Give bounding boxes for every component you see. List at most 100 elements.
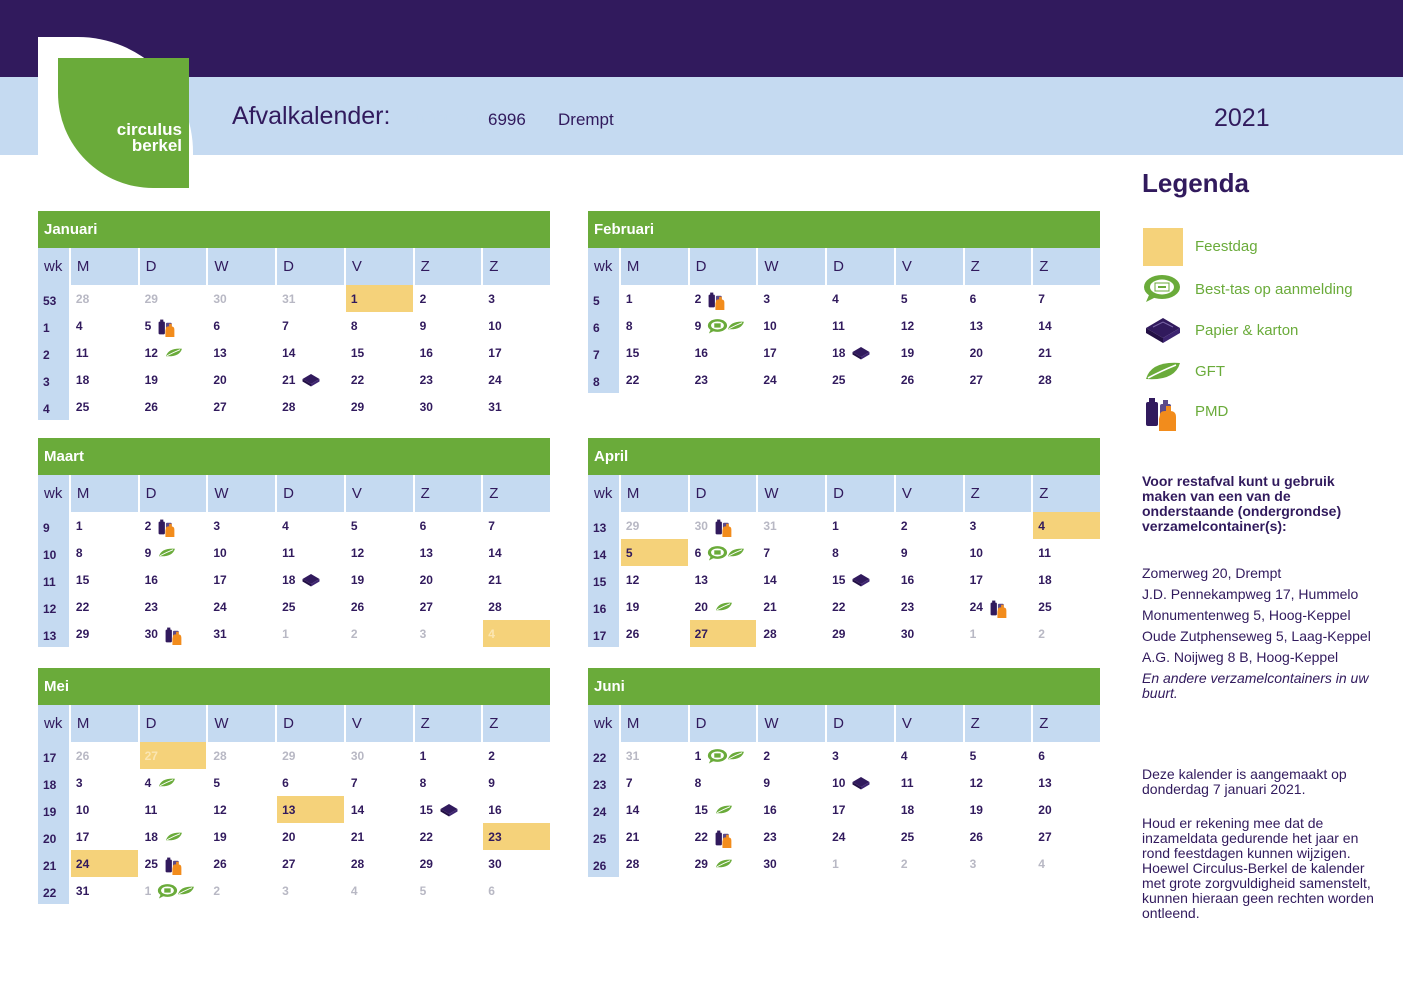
- day-number: 11: [832, 319, 845, 333]
- day-number: 4: [350, 884, 358, 898]
- day-cell: 20: [690, 593, 757, 620]
- day-cell: 7: [277, 312, 344, 339]
- day-number: 12: [213, 803, 227, 817]
- day-number: 19: [350, 573, 365, 587]
- day-cell: 12: [208, 796, 275, 823]
- day-number: 5: [144, 319, 152, 333]
- day-number: 2: [488, 749, 495, 763]
- week-row: 25 21 22 23 24 25 26 27: [588, 823, 1100, 850]
- week-number: 9: [38, 512, 69, 539]
- weekday-header: D: [139, 705, 207, 742]
- weekday-header: D: [277, 475, 344, 512]
- day-cell: 2: [1033, 620, 1100, 647]
- day-number: 3: [969, 857, 977, 871]
- day-cell: 30: [690, 512, 757, 539]
- day-number: 13: [969, 319, 983, 333]
- day-number: 24: [763, 373, 777, 387]
- day-number: 1: [625, 292, 633, 306]
- week-row: 14 5 6 7 8 9 10 11: [588, 539, 1100, 566]
- day-number: 27: [144, 749, 158, 763]
- day-number: 27: [282, 857, 296, 871]
- day-cell: 14: [346, 796, 413, 823]
- day-number: 2: [900, 857, 908, 871]
- day-number: 22: [832, 600, 846, 614]
- day-cell: 20: [277, 823, 344, 850]
- day-number: 23: [419, 373, 433, 387]
- day-cell: 7: [1033, 285, 1100, 312]
- street-name: Straatnaam: [405, 108, 493, 127]
- day-cell: 11: [896, 769, 963, 796]
- day-number: 29: [694, 857, 708, 871]
- day-number: 29: [625, 519, 640, 533]
- week-row: 8 22 23 24 25 26 27 28: [588, 366, 1100, 393]
- day-number: 24: [969, 600, 983, 614]
- day-number: 5: [900, 292, 908, 306]
- day-number: 6: [1038, 749, 1045, 763]
- header-top-bar: [0, 0, 1403, 77]
- day-cell: 17: [483, 339, 550, 366]
- day-number: 24: [213, 600, 227, 614]
- city-name: Drempt: [558, 110, 614, 129]
- day-cell: 5: [140, 312, 207, 339]
- day-cell-holiday: 1: [345, 285, 413, 312]
- day-number: 29: [144, 292, 158, 306]
- day-number: 15: [350, 346, 365, 360]
- day-number: 7: [350, 776, 358, 790]
- legend-item-gft: GFT: [1143, 353, 1393, 393]
- location-item: Zomerweg 20, Drempt: [1142, 565, 1282, 581]
- weekday-header: Z: [414, 475, 482, 512]
- papier-karton-icon: [851, 572, 871, 587]
- day-cell: 2: [415, 285, 482, 312]
- day-number: 23: [694, 373, 708, 387]
- day-cell: 31: [758, 512, 825, 539]
- day-cell: 16: [690, 339, 757, 366]
- day-number: 16: [900, 573, 915, 587]
- week-number: 16: [588, 593, 619, 620]
- pmd-bottle-icon: [157, 318, 177, 338]
- weekday-header: W: [208, 248, 276, 285]
- month-title: Januari: [38, 211, 550, 248]
- week-row: 22 31 1 2 3 4 5 6: [38, 877, 550, 904]
- day-number: 14: [1038, 319, 1052, 333]
- day-number: 23: [144, 600, 158, 614]
- day-number: 4: [832, 292, 839, 306]
- weekday-header-row: wk M D W D V Z Z: [38, 705, 551, 742]
- day-cell: 18: [1033, 566, 1100, 593]
- day-number: 7: [763, 546, 771, 560]
- weekday-header-row: wk M D W D V Z Z: [588, 705, 1101, 742]
- gft-leaf-icon: [164, 829, 184, 843]
- month-februari: Februari wk M D W D V Z Z 5 1 2 3 4 5 6 7 6 8 9 10 11 12 13 14 7 1…: [588, 211, 1101, 393]
- day-number: 29: [282, 749, 296, 763]
- header-title-bar: [0, 77, 1403, 155]
- more-containers-note: En andere verzamelcontainers in uw buurt…: [1142, 670, 1369, 701]
- day-cell: 14: [1033, 312, 1100, 339]
- week-row: 26 28 29 30 1 2 3 4: [588, 850, 1100, 877]
- day-cell: 20: [1033, 796, 1100, 823]
- weekday-header: M: [70, 705, 138, 742]
- day-number: 21: [350, 830, 365, 844]
- day-number: 29: [75, 627, 90, 641]
- day-cell: 25: [1033, 593, 1100, 620]
- day-number: 30: [900, 627, 915, 641]
- week-row: 19 10 11 12 13 14 15 16: [38, 796, 550, 823]
- week-number: 2: [38, 339, 69, 366]
- day-cell: 9: [140, 539, 207, 566]
- holiday-swatch: [1143, 228, 1183, 266]
- week-number: 13: [588, 512, 619, 539]
- day-number: 13: [282, 803, 296, 817]
- day-number: 30: [694, 519, 708, 533]
- day-number: 12: [625, 573, 640, 587]
- weekday-header: Z: [964, 705, 1032, 742]
- day-cell: 6: [1033, 742, 1100, 769]
- day-number: 28: [213, 749, 227, 763]
- day-number: 30: [144, 627, 158, 641]
- day-number: 16: [694, 346, 708, 360]
- day-number: 11: [1038, 546, 1051, 560]
- day-cell-holiday: 24: [70, 850, 138, 877]
- day-number: 22: [350, 373, 365, 387]
- day-number: 31: [763, 519, 777, 533]
- gft-leaf-icon: [714, 802, 734, 816]
- day-cell: 11: [827, 312, 894, 339]
- day-cell: 26: [896, 366, 963, 393]
- day-number: 6: [419, 519, 427, 533]
